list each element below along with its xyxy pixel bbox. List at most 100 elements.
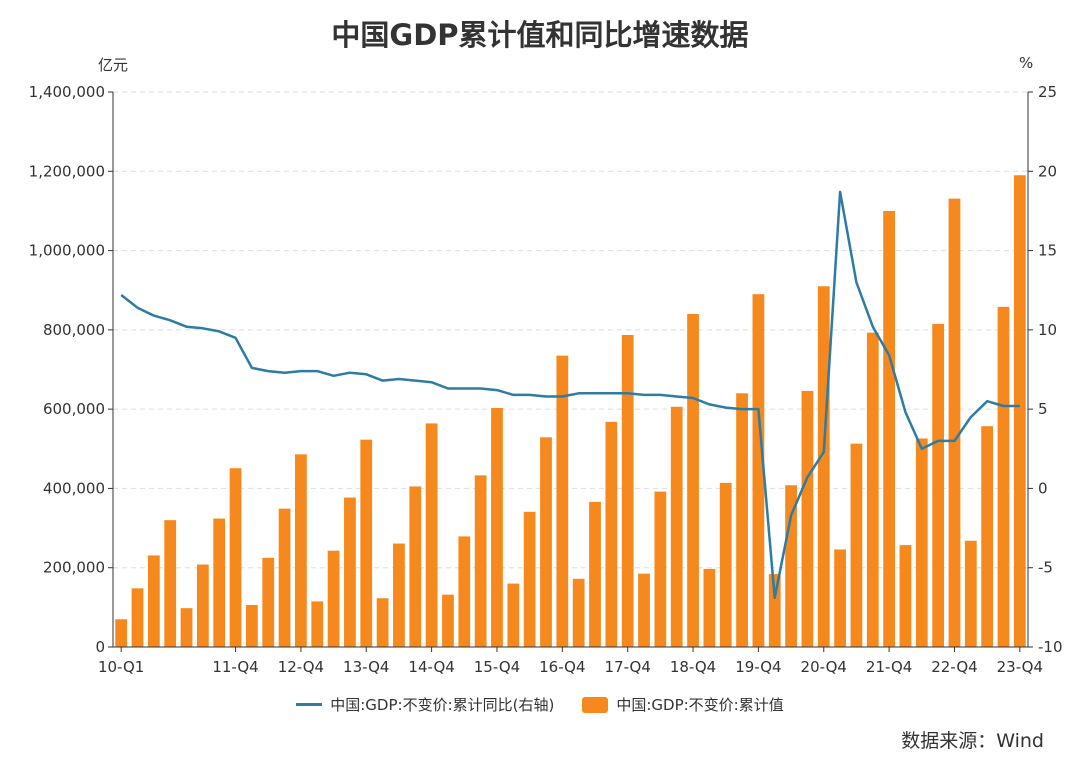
bar [915,438,928,647]
bar [491,407,503,647]
x-axis-tick-label: 23-Q4 [997,658,1043,676]
chart-title: 中国GDP累计值和同比增速数据 [331,18,749,52]
bar [295,454,307,647]
bar [196,564,209,647]
bar [801,390,814,647]
x-axis-tick-label: 16-Q4 [539,658,585,676]
bar [311,601,324,647]
x-axis-tick-label: 10-Q1 [98,658,144,676]
bar [1013,175,1026,647]
bar [768,574,781,647]
legend-line-label: 中国:GDP:不变价:累计同比(右轴) [330,696,555,714]
legend-line-swatch [296,703,323,706]
bar [834,549,846,647]
bar [981,426,994,647]
bar [246,604,258,647]
bar [147,555,160,647]
bar [670,406,683,647]
bar [344,497,356,647]
legend-item-line[interactable]: 中国:GDP:不变价:累计同比(右轴) [296,694,554,715]
right-axis-tick-label: 10 [1038,321,1057,339]
bar [278,508,291,647]
bar [523,511,536,647]
left-axis-tick-label: 1,400,000 [29,83,105,101]
x-axis-tick-label: 19-Q4 [735,658,781,676]
x-axis-tick-label: 21-Q4 [866,658,912,676]
bar [507,583,520,647]
axes: 0 200,000 400,000 600,000 800,000 1,000,000 1,… [29,83,1063,676]
right-axis-tick-label: 20 [1038,162,1057,180]
right-axis-tick-label: 25 [1038,83,1057,101]
x-axis-tick-label: 14-Q4 [408,658,454,676]
left-axis-unit: 亿元 [98,56,129,74]
bar [752,294,765,647]
bar [458,536,471,647]
growth-line [120,190,1020,600]
bar [442,594,454,647]
bar [213,518,226,647]
x-axis-tick-label: 22-Q4 [931,658,977,676]
bar [719,482,732,647]
left-axis-tick-label: 1,200,000 [29,162,105,180]
bar [262,557,275,647]
bar [866,332,879,647]
bar [883,210,895,647]
right-axis-tick-label: 15 [1038,242,1057,260]
bar [556,355,569,647]
right-axis-tick-label: 0 [1038,479,1048,497]
bar [948,198,961,647]
right-axis-tick-label: -10 [1038,638,1063,656]
bar [393,543,405,647]
legend-bar-swatch [582,696,609,713]
left-axis-tick-label: 1,000,000 [29,242,105,260]
bar [964,540,977,647]
bar [115,619,128,647]
x-axis-tick-label: 17-Q4 [604,658,650,676]
x-axis-tick-label: 15-Q4 [474,658,520,676]
bar [785,485,797,647]
bar [899,545,912,647]
x-axis-tick-label: 12-Q4 [278,658,324,676]
right-axis-tick-label: 5 [1038,400,1048,418]
left-axis-tick-label: 600,000 [43,400,105,418]
right-axis-tick-label: -5 [1038,559,1053,577]
bar [605,421,618,647]
bar [589,501,601,647]
bar [997,306,1010,647]
x-axis-tick-label: 11-Q4 [212,658,258,676]
bar [180,608,193,647]
bar [425,423,438,647]
legend: 中国:GDP:不变价:累计同比(右轴) 中国:GDP:不变价:累计值 [0,694,1080,715]
legend-bar-label: 中国:GDP:不变价:累计值 [616,696,784,714]
line-series [120,190,1020,600]
bar [638,573,650,647]
bar [736,393,748,647]
x-axis-tick-label: 13-Q4 [343,658,389,676]
legend-item-bar[interactable]: 中国:GDP:不变价:累计值 [582,694,784,715]
source-note: 数据来源：Wind [901,730,1044,752]
bar [131,588,144,647]
bar [376,598,389,647]
bar [817,286,830,647]
x-axis-tick-label: 20-Q4 [801,658,847,676]
left-axis-tick-label: 0 [95,638,105,656]
bar [654,491,667,647]
bar [164,520,177,647]
bar-series [115,175,1026,647]
bar [540,437,552,647]
bar [327,550,340,647]
bar [850,443,863,647]
bar [932,323,945,647]
left-axis-tick-label: 400,000 [43,479,105,497]
bar [229,468,242,647]
bar [703,568,716,647]
bar [360,439,373,647]
bar [409,486,422,647]
bar [474,475,487,647]
right-axis-unit: % [1019,54,1034,72]
bar [572,578,585,647]
x-axis-tick-label: 18-Q4 [670,658,716,676]
left-axis-tick-label: 800,000 [43,321,105,339]
left-axis-tick-label: 200,000 [43,559,105,577]
